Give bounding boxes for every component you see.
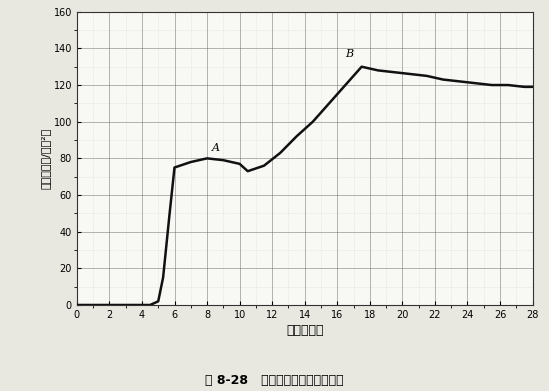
Text: B: B [345, 49, 354, 59]
Y-axis label: 压力（公斤/厘米²）: 压力（公斤/厘米²） [41, 128, 51, 189]
Text: 图 8-28   挤出过程中压力变化曲线: 图 8-28 挤出过程中压力变化曲线 [205, 374, 344, 387]
Text: A: A [212, 143, 220, 153]
X-axis label: 时间（分）: 时间（分） [286, 324, 323, 337]
